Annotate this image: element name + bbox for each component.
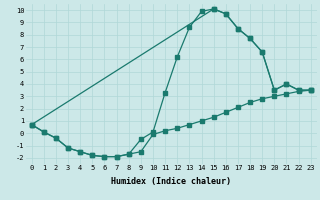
X-axis label: Humidex (Indice chaleur): Humidex (Indice chaleur) <box>111 177 231 186</box>
